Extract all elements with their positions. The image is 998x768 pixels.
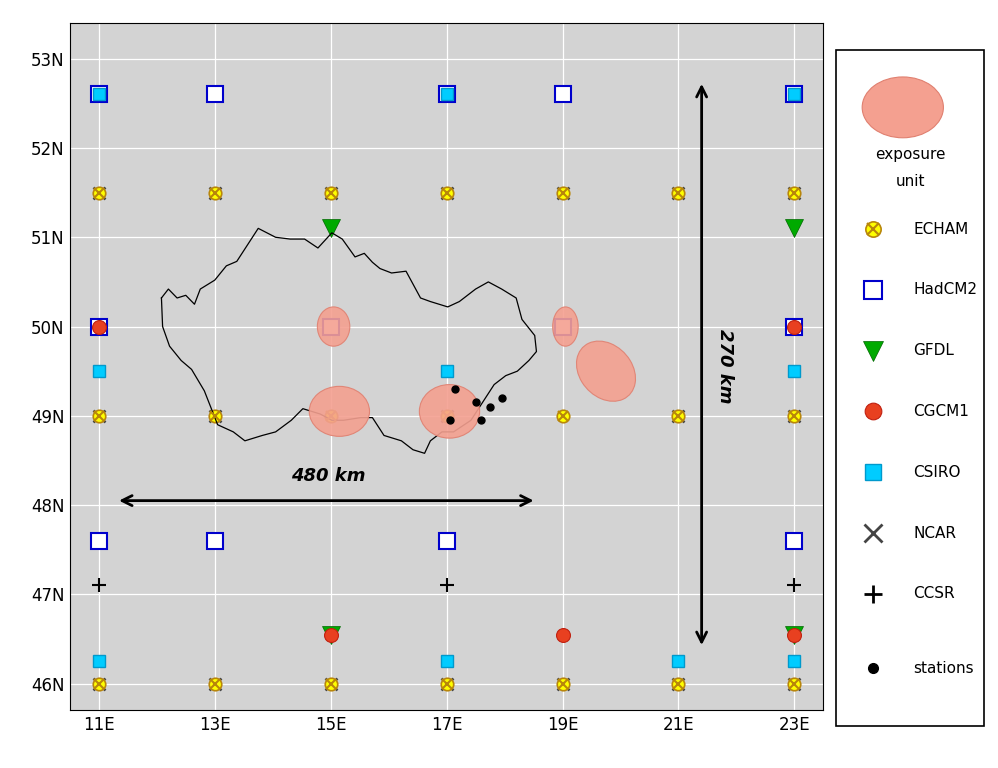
Text: GFDL: GFDL xyxy=(913,343,954,358)
Text: exposure: exposure xyxy=(875,147,945,162)
Text: CCSR: CCSR xyxy=(913,587,955,601)
Text: 270 km: 270 km xyxy=(717,329,735,404)
Text: ECHAM: ECHAM xyxy=(913,221,968,237)
Text: CGCM1: CGCM1 xyxy=(913,404,969,419)
Text: 480 km: 480 km xyxy=(290,468,365,485)
Text: HadCM2: HadCM2 xyxy=(913,283,977,297)
Text: CSIRO: CSIRO xyxy=(913,465,961,480)
Ellipse shape xyxy=(862,77,943,137)
Ellipse shape xyxy=(553,307,578,346)
Ellipse shape xyxy=(577,341,636,401)
Text: stations: stations xyxy=(913,660,974,676)
Text: NCAR: NCAR xyxy=(913,525,956,541)
Ellipse shape xyxy=(309,386,369,436)
Ellipse shape xyxy=(317,307,350,346)
Text: unit: unit xyxy=(895,174,925,189)
Ellipse shape xyxy=(419,385,480,438)
